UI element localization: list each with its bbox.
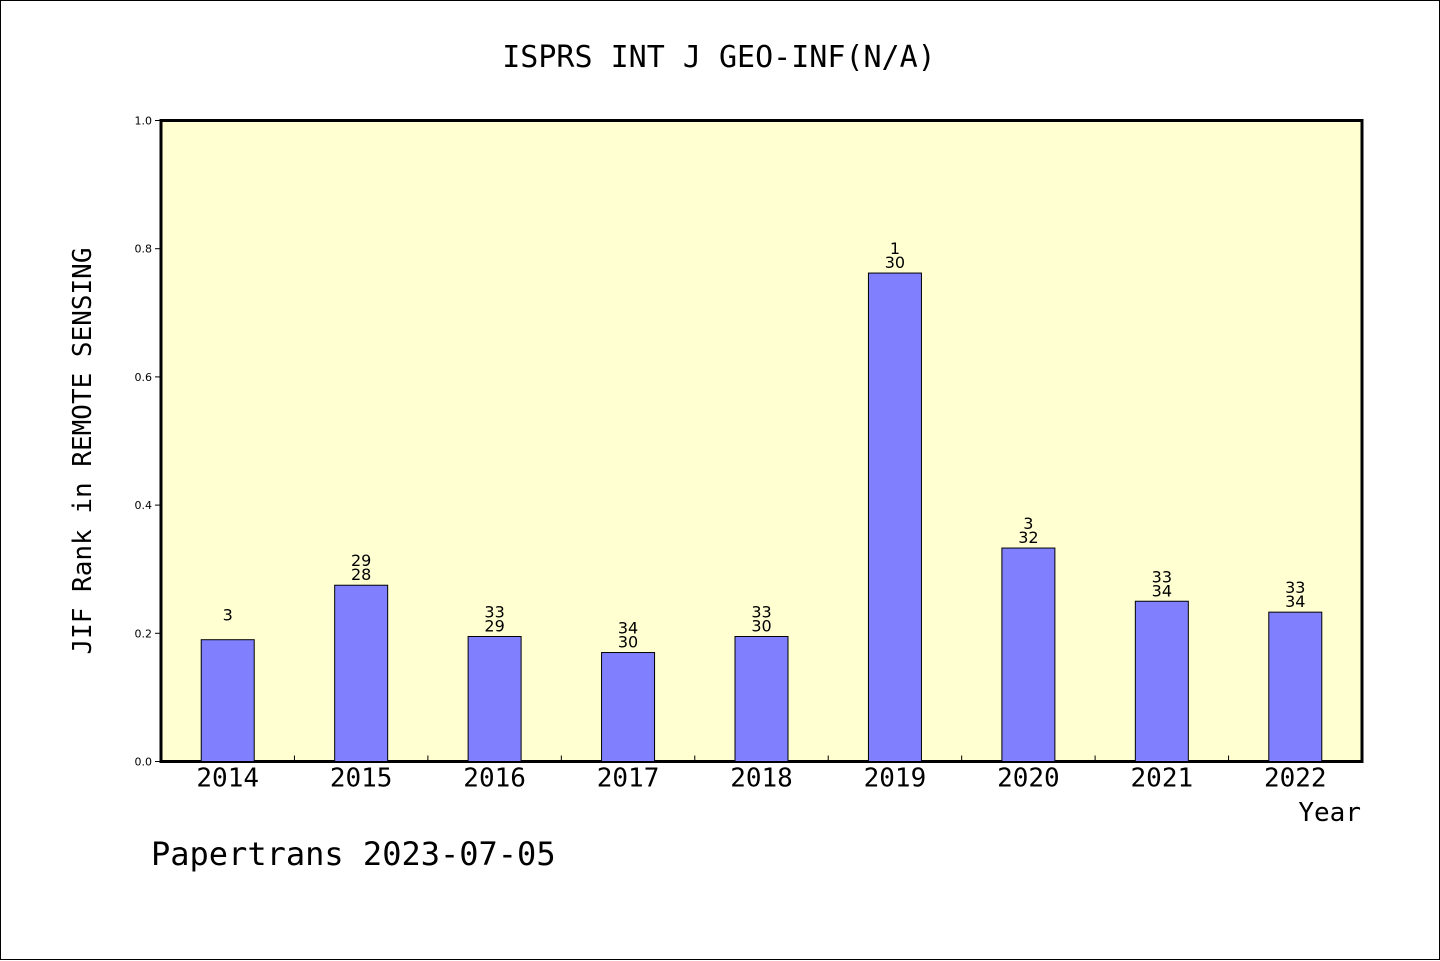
bar-label-top: 33 xyxy=(484,603,504,622)
bar-label-top: 29 xyxy=(351,551,371,570)
x-axis: 2014 2015 2016 2017 2018 2019 2020 2021 2022 xyxy=(196,755,1327,794)
bar-label-bottom: 30 xyxy=(618,633,638,652)
bar-label-bottom: 34 xyxy=(1285,592,1305,611)
bar-2021 xyxy=(1134,600,1189,762)
bar-label-top: 33 xyxy=(751,603,771,622)
y-axis-label: JIF Rank in REMOTE SENSING xyxy=(68,248,98,655)
x-tick-label: 2017 xyxy=(597,764,660,794)
x-tick-label: 2019 xyxy=(864,764,927,794)
x-tick-label: 2022 xyxy=(1264,764,1327,794)
y-tick-label: 0.2 xyxy=(135,627,153,640)
y-tick-label: 1.0 xyxy=(135,115,153,128)
x-tick-label: 2018 xyxy=(730,764,793,794)
y-tick-label: 0.6 xyxy=(135,371,153,384)
bar-2015 xyxy=(334,584,389,762)
bar-label-bottom: 29 xyxy=(484,617,504,636)
x-axis-label: Year xyxy=(1298,798,1361,828)
x-tick-label: 2015 xyxy=(330,764,393,794)
bar-label-top: 33 xyxy=(1152,567,1172,586)
bar-label-top: 3 xyxy=(1023,514,1033,533)
bar-2016 xyxy=(467,636,522,763)
bar-2017 xyxy=(601,652,656,763)
bar-label-bottom: 30 xyxy=(885,253,905,272)
x-tick-label: 2020 xyxy=(997,764,1060,794)
x-tick-label: 2021 xyxy=(1131,764,1194,794)
bar-2020 xyxy=(1001,547,1056,762)
bar-label-bottom: 34 xyxy=(1152,581,1172,600)
x-tick-label: 2014 xyxy=(196,764,259,794)
y-axis: 0.0 0.2 0.4 0.6 0.8 1.0 xyxy=(135,115,161,769)
bar-label-bottom: 28 xyxy=(351,565,371,584)
bar-label-bottom: 32 xyxy=(1018,528,1038,547)
y-tick-label: 0.0 xyxy=(135,756,153,769)
bars-group xyxy=(200,272,1323,763)
bar-2014 xyxy=(200,639,255,763)
bar-label-top: 1 xyxy=(890,239,900,258)
bar-label-bottom: 30 xyxy=(751,617,771,636)
x-tick-label: 2016 xyxy=(463,764,526,794)
footer-text: Papertrans 2023-07-05 xyxy=(151,835,556,873)
bar-label-top: 33 xyxy=(1285,578,1305,597)
bar-2018 xyxy=(734,636,789,763)
y-tick-label: 0.4 xyxy=(135,499,153,512)
chart-title: ISPRS INT J GEO-INF(N/A) xyxy=(502,40,935,75)
y-tick-label: 0.8 xyxy=(135,243,153,256)
bar-label-top: 34 xyxy=(618,619,638,638)
bar-2019 xyxy=(867,272,922,762)
bar-2022 xyxy=(1268,611,1323,762)
bar-label-bottom: 3 xyxy=(223,606,233,625)
